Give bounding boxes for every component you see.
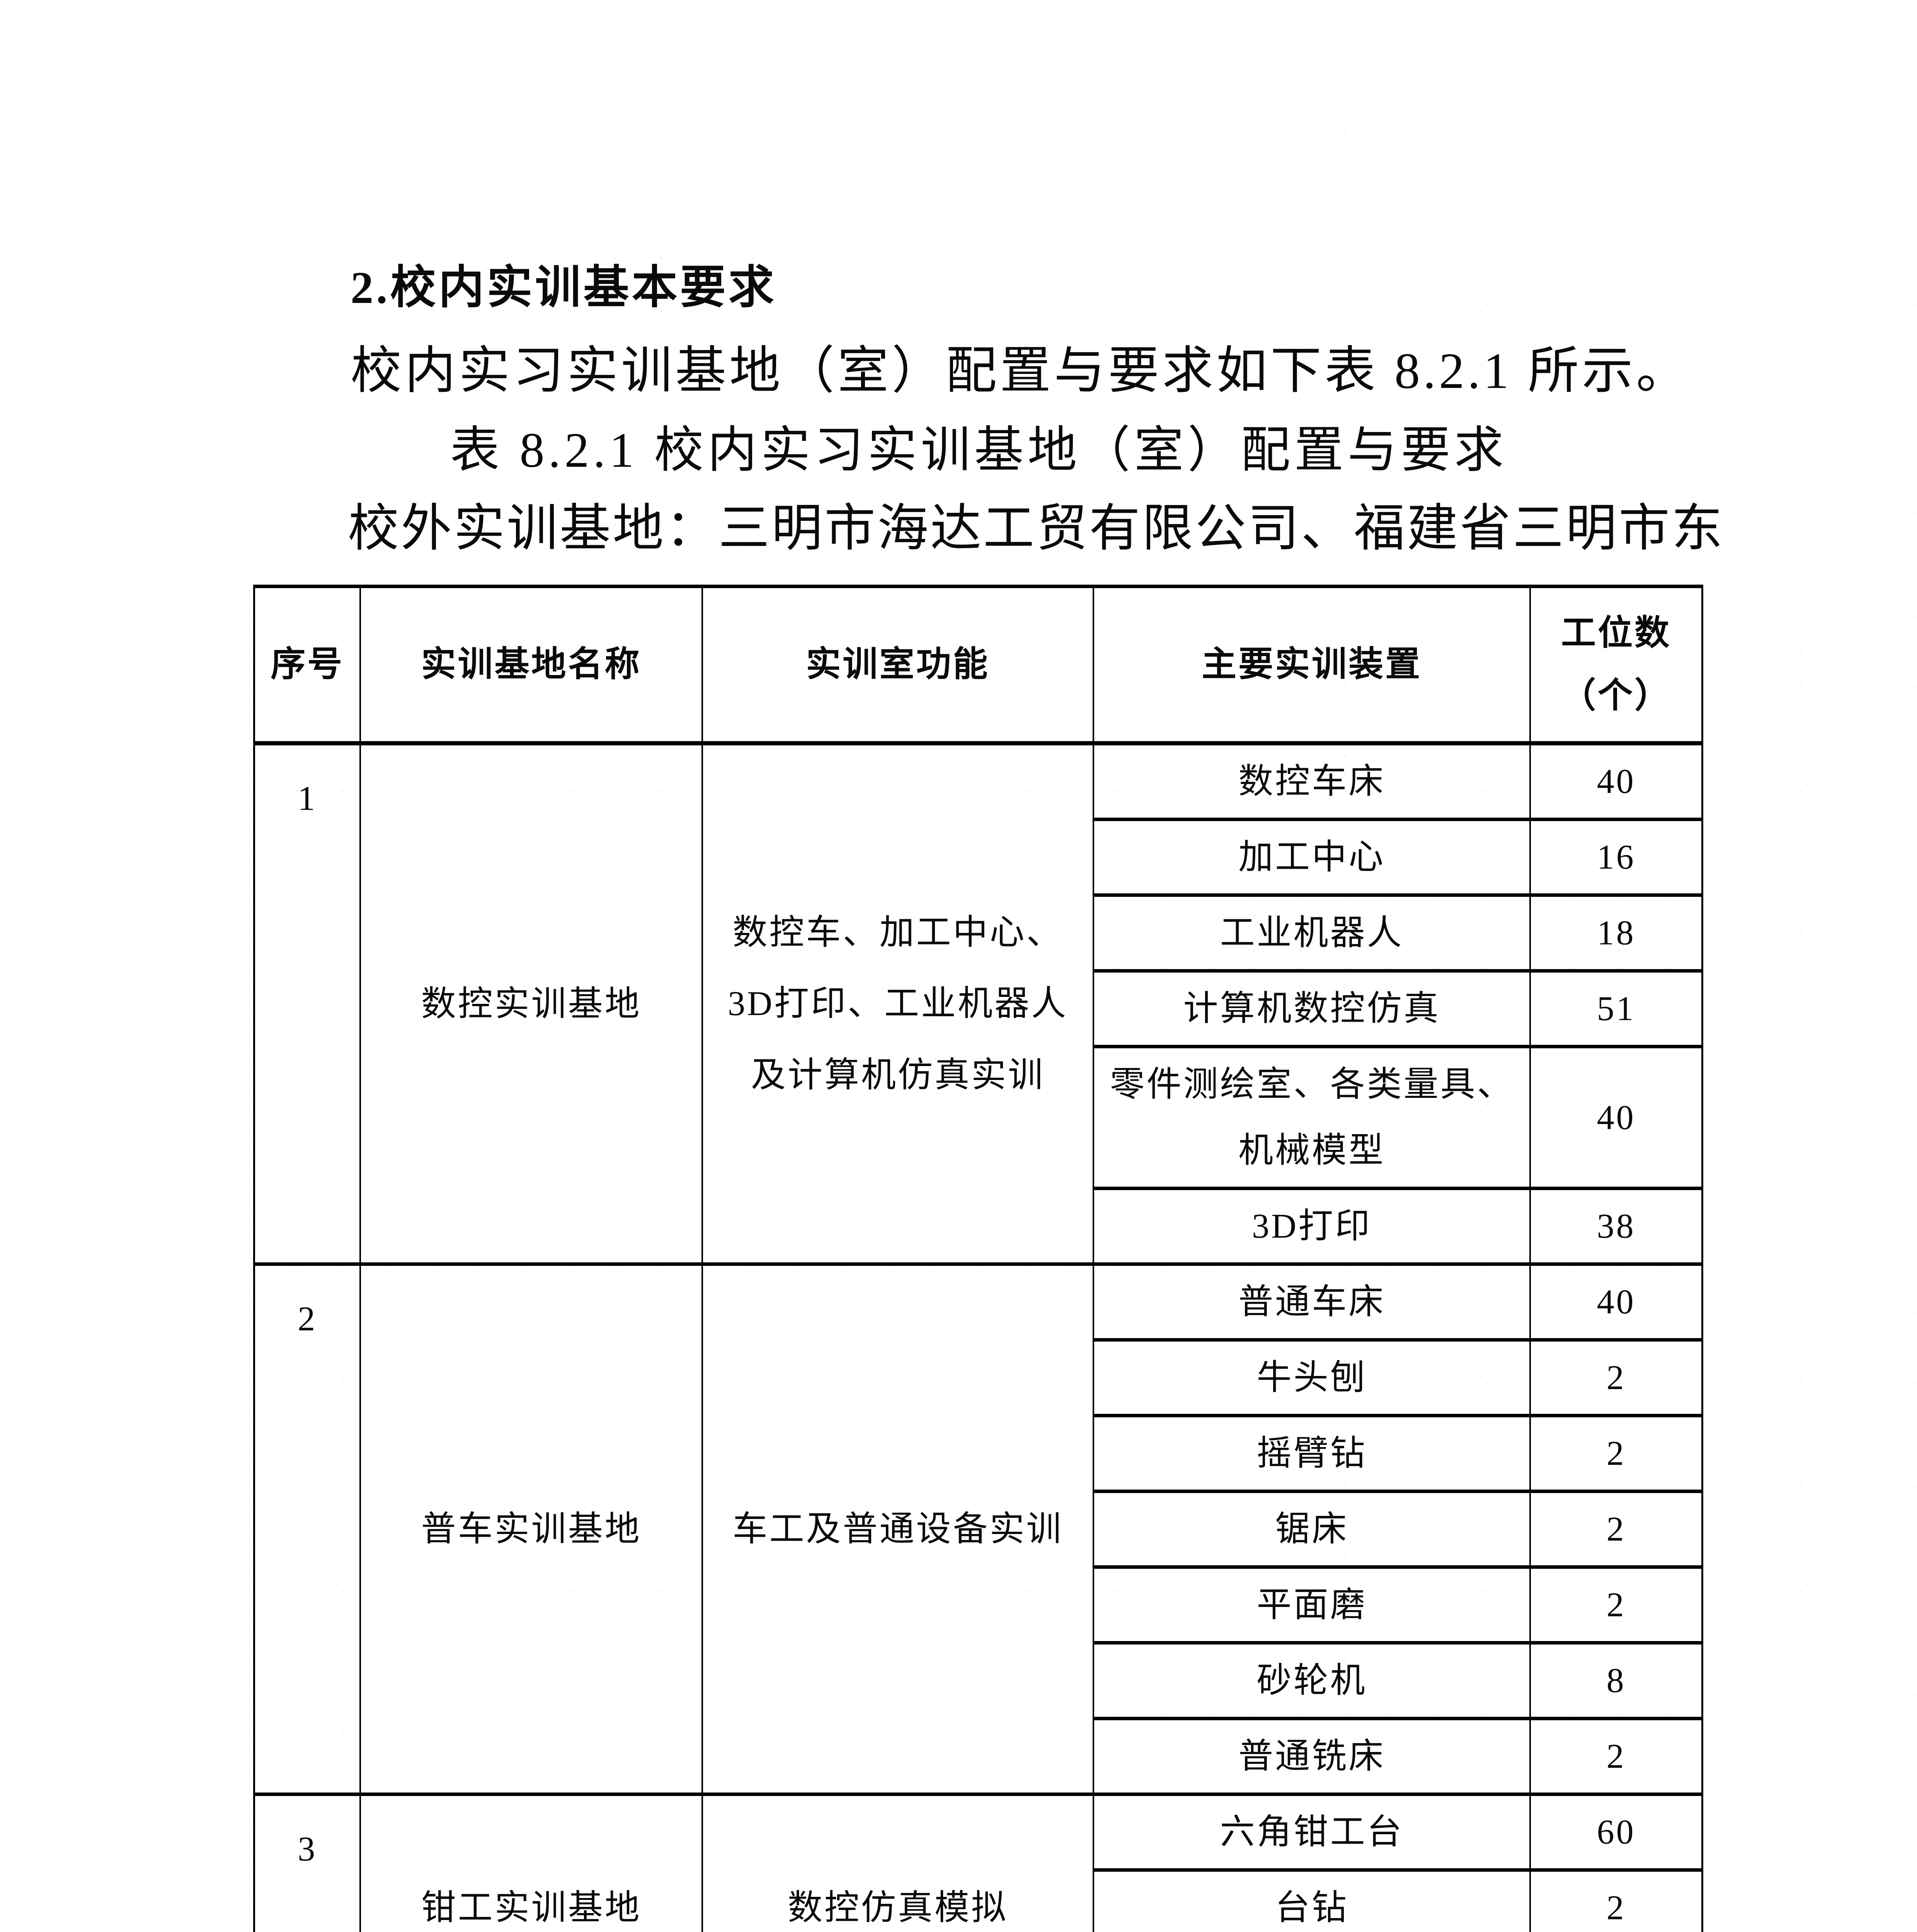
row-number-cell: 2: [253, 1262, 361, 1796]
equipment-cell: 普通铣床: [1093, 1717, 1531, 1796]
table-row: 砂轮机 8: [254, 1641, 1703, 1721]
equipment-cell: 加工中心: [1093, 818, 1531, 897]
seats-count-cell: 2: [1529, 1868, 1703, 1932]
row-number-cell: 3: [253, 1793, 361, 1932]
header-seats-line2: （个）: [1561, 677, 1672, 715]
table-row: 3D打印 38: [254, 1187, 1703, 1266]
training-base-table: 序号 实训基地名称 实训室功能 主要实训装置 工位数 （个） 1 数控实训基地 数控…: [253, 585, 1703, 1932]
table-row: 2 普车实训基地 车工及普通设备实训 普通车床 40: [253, 1262, 1703, 1796]
table-row: 锯床 2: [254, 1490, 1703, 1569]
table-row: 加工中心 16: [254, 818, 1703, 897]
seats-count-cell: 2: [1529, 1414, 1703, 1493]
equipment-cell: 摇臂钻: [1093, 1414, 1531, 1493]
pre-table-text: 校外实训基地：三明市海达工贸有限公司、福建省三明市东: [348, 500, 1725, 557]
seats-count-cell: 40: [1529, 742, 1703, 821]
header-seats-line1: 工位数: [1561, 614, 1672, 653]
table-row: 摇臂钻 2: [254, 1414, 1703, 1493]
header-room-function: 实训室功能: [701, 585, 1095, 746]
equipment-cell: 六角钳工台: [1093, 1793, 1531, 1872]
seats-count-cell: 51: [1529, 969, 1703, 1049]
table-row: 1 数控实训基地 数控车、加工中心、3D打印、工业机器人及计算机仿真实训 数控车床 40: [253, 742, 1703, 1266]
table-header-row: 序号 实训基地名称 实训室功能 主要实训装置 工位数 （个）: [253, 585, 1703, 746]
room-function-cell: 数控仿真模拟: [701, 1793, 1095, 1932]
room-function-cell: 数控车、加工中心、3D打印、工业机器人及计算机仿真实训: [701, 742, 1095, 1266]
equipment-cell: 锯床: [1093, 1490, 1531, 1569]
base-name-cell: 数控实训基地: [359, 742, 703, 1266]
seats-count-cell: 40: [1529, 1262, 1703, 1342]
equipment-cell: 工业机器人: [1093, 893, 1531, 973]
table-caption: 表 8.2.1 校内实习实训基地（室）配置与要求: [450, 423, 1508, 478]
equipment-cell: 普通车床: [1093, 1262, 1531, 1342]
equipment-cell: 台钻: [1093, 1868, 1531, 1932]
seats-count-cell: 8: [1529, 1641, 1703, 1721]
header-base-name: 实训基地名称: [359, 585, 703, 746]
base-name-cell: 钳工实训基地: [359, 1793, 703, 1932]
page-content: 2.校内实训基本要求 校内实习实训基地（室）配置与要求如下表 8.2.1 所示。…: [253, 0, 1725, 1932]
equipment-cell: 零件测绘室、各类量具、机械模型: [1093, 1045, 1531, 1190]
seats-count-cell: 40: [1529, 1045, 1703, 1190]
base-name-cell: 普车实训基地: [359, 1262, 703, 1796]
table-row: 牛头刨 2: [254, 1338, 1703, 1418]
equipment-cell: 砂轮机: [1093, 1641, 1531, 1721]
header-no: 序号: [253, 585, 361, 746]
table-row: 计算机数控仿真 51: [254, 969, 1703, 1049]
table-row: 工业机器人 18: [254, 893, 1703, 973]
seats-count-cell: 2: [1529, 1490, 1703, 1569]
table-row: 普通铣床 2: [254, 1717, 1703, 1796]
seats-count-cell: 16: [1529, 818, 1703, 897]
equipment-cell: 平面磨: [1093, 1565, 1531, 1645]
table-body: 1 数控实训基地 数控车、加工中心、3D打印、工业机器人及计算机仿真实训 数控车床 40…: [253, 742, 1703, 1932]
header-equipment: 主要实训装置: [1093, 585, 1531, 746]
seats-count-cell: 60: [1529, 1793, 1703, 1872]
equipment-cell: 计算机数控仿真: [1093, 969, 1531, 1049]
table-row: 零件测绘室、各类量具、机械模型 40: [254, 1045, 1703, 1190]
seats-count-cell: 2: [1529, 1717, 1703, 1796]
equipment-cell: 牛头刨: [1093, 1338, 1531, 1418]
seats-count-cell: 2: [1529, 1338, 1703, 1418]
section-heading: 2.校内实训基本要求: [351, 262, 777, 313]
table-row: 台钻 2: [254, 1868, 1703, 1932]
equipment-cell: 3D打印: [1093, 1187, 1531, 1266]
room-function-cell: 车工及普通设备实训: [701, 1262, 1095, 1796]
intro-paragraph: 校内实习实训基地（室）配置与要求如下表 8.2.1 所示。: [351, 342, 1690, 400]
table-row: 平面磨 2: [254, 1565, 1703, 1645]
row-number-cell: 1: [253, 742, 361, 1266]
header-seats: 工位数 （个）: [1529, 585, 1703, 746]
seats-count-cell: 18: [1529, 893, 1703, 973]
table-row: 3 钳工实训基地 数控仿真模拟 六角钳工台 60: [253, 1793, 1703, 1932]
seats-count-cell: 2: [1529, 1565, 1703, 1645]
seats-count-cell: 38: [1529, 1187, 1703, 1266]
equipment-cell: 数控车床: [1093, 742, 1531, 821]
